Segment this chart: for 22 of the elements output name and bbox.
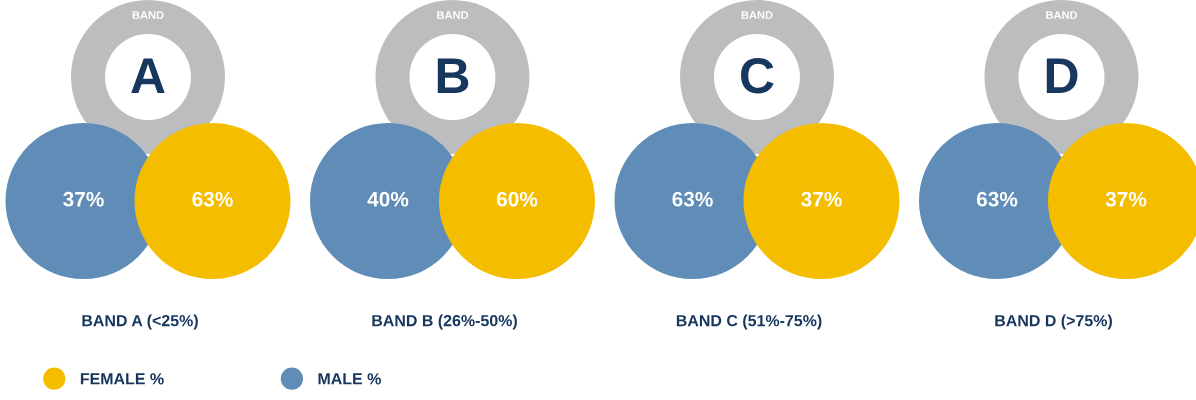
data-label: 37% [801,191,842,207]
text: BAND [741,11,773,19]
category-label: BAND B (26%-50%) [372,314,517,330]
text: BAND [1046,11,1078,19]
data-label: 63% [976,191,1018,207]
data-label: 63% [192,191,233,207]
category-label: BAND A (<25%) [82,314,198,330]
data-label: 37% [1105,191,1147,207]
data-label: 37% [63,191,104,207]
text: BAND [437,11,469,19]
category-label: BAND D (>75%) [995,314,1112,330]
data-label: 60% [496,191,538,207]
text: D [1046,58,1078,93]
data-label: 40% [367,191,409,207]
legend-label: MALE % [318,373,381,385]
text: A [131,58,165,93]
category-label: BAND C (51%-75%) [676,314,822,330]
text: BAND [132,11,164,19]
data-label: 63% [672,191,713,207]
text: C [741,58,774,94]
text: B [437,58,469,93]
legend-label: FEMALE % [80,373,164,385]
